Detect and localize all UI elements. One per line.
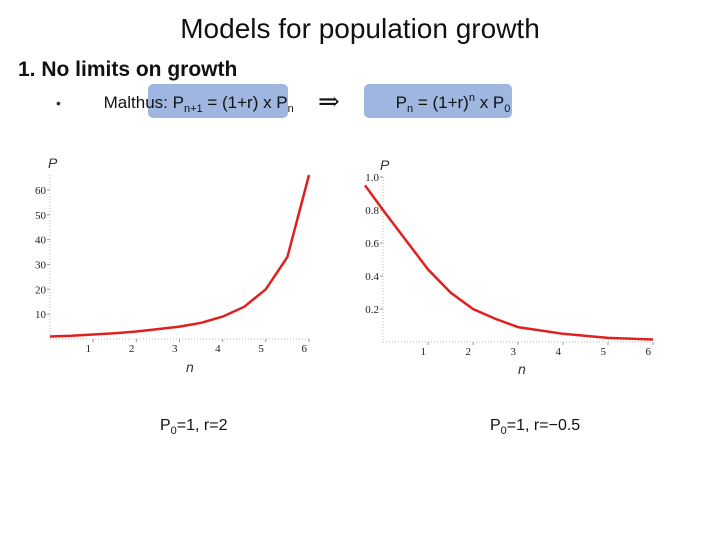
caption-part: P	[490, 417, 501, 434]
implies-arrow: ⇒	[318, 87, 340, 117]
y-tick-label: 0.8	[365, 205, 379, 217]
x-tick-label: 2	[466, 346, 472, 358]
formula-sub: 0	[504, 103, 510, 115]
formula-part: = (1+r)	[413, 93, 469, 112]
growth-curve	[363, 184, 654, 341]
x-tick-label: 6	[302, 343, 308, 355]
y-tick-label: 10	[35, 309, 47, 321]
growth-curve	[49, 174, 311, 338]
x-tick-label: 4	[215, 343, 221, 355]
heading: 1. No limits on growth	[18, 58, 237, 81]
x-tick-label: 1	[421, 346, 427, 358]
formula-part: P	[396, 93, 407, 112]
y-tick-label: 30	[35, 259, 47, 271]
x-tick-label: 6	[646, 346, 652, 358]
caption-part: P	[160, 417, 171, 434]
formula-sub: n	[407, 103, 413, 115]
x-tick-label: 2	[129, 343, 135, 355]
caption-sub: 0	[501, 425, 507, 437]
y-tick-label: 60	[35, 185, 47, 197]
formula-sub: n+1	[184, 103, 203, 115]
y-axis-label: P	[380, 157, 390, 173]
caption-sub: 0	[171, 425, 177, 437]
x-tick-label: 4	[556, 346, 562, 358]
caption-part: =1, r=−0.5	[507, 417, 580, 434]
y-tick-label: 40	[35, 235, 47, 247]
formula-prefix: Malthus:	[104, 93, 168, 112]
bullet: •	[56, 95, 61, 111]
formula-sup: n	[469, 92, 475, 104]
y-tick-label: 50	[35, 210, 47, 222]
formula-part: = (1+r) x P	[203, 93, 288, 112]
x-tick-label: 3	[511, 346, 517, 358]
caption-part: =1, r=2	[177, 417, 228, 434]
x-tick-label: 1	[86, 343, 92, 355]
y-tick-label: 0.6	[365, 238, 379, 250]
x-axis-label: n	[518, 361, 526, 377]
highlight-box	[148, 84, 288, 118]
x-tick-label: 3	[172, 343, 178, 355]
x-tick-label: 5	[258, 343, 264, 355]
highlight-box	[364, 84, 512, 118]
y-tick-label: 1.0	[365, 172, 379, 184]
caption: P0=1, r=2	[160, 417, 228, 437]
formula-part: x P	[475, 93, 504, 112]
x-tick-label: 5	[601, 346, 607, 358]
y-tick-label: 0.2	[365, 304, 379, 316]
formula-left: Malthus: Pn+1 = (1+r) x Pn	[80, 93, 308, 116]
x-axis-label: n	[186, 359, 194, 375]
y-axis-label: P	[48, 155, 58, 171]
slide-title: Models for population growth	[180, 13, 540, 44]
y-tick-label: 20	[35, 284, 47, 296]
y-tick-label: 0.4	[365, 271, 379, 283]
formula-part: P	[173, 93, 184, 112]
formula-right: Pn = (1+r)n x P0	[372, 92, 525, 116]
caption: P0=1, r=−0.5	[490, 417, 580, 437]
formula-sub: n	[288, 103, 294, 115]
